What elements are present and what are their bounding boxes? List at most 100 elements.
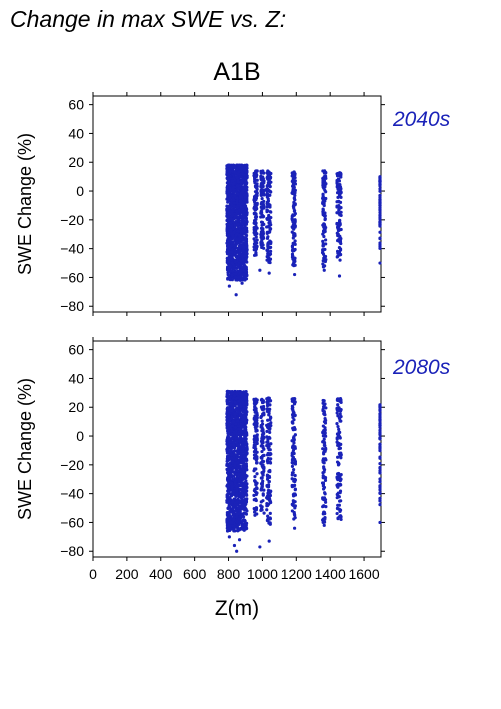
scatter-point xyxy=(240,408,244,412)
scatter-point xyxy=(265,403,270,408)
scatter-point xyxy=(323,478,328,483)
scatter-point xyxy=(243,435,247,439)
scatter-point xyxy=(265,208,269,212)
scatter-point xyxy=(378,491,382,495)
scatter-point xyxy=(291,226,295,230)
scatter-point xyxy=(337,246,342,250)
scatter-point xyxy=(262,407,266,411)
scatter-point xyxy=(244,492,248,496)
scatter-point xyxy=(260,505,264,509)
scatter-point xyxy=(266,458,270,462)
scatter-point xyxy=(293,272,297,277)
scatter-point xyxy=(241,212,245,216)
scatter-point xyxy=(243,201,247,205)
y-axis: −80 −60 −40 −20 0 20 40 60 xyxy=(60,97,385,314)
scatter-point xyxy=(229,228,233,232)
scatter-point xyxy=(242,186,246,190)
scatter-point xyxy=(240,483,244,488)
scatter-point xyxy=(378,497,382,501)
scatter-point xyxy=(378,184,382,188)
scatter-point xyxy=(322,443,326,447)
scatter-point xyxy=(261,473,265,477)
scatter-point xyxy=(324,176,328,180)
scatter-point xyxy=(242,214,246,219)
scatter-point xyxy=(254,429,258,433)
scatter-point xyxy=(239,402,243,407)
scatter-point xyxy=(259,243,263,247)
scatter-point xyxy=(260,200,264,205)
scatter-point xyxy=(322,227,327,231)
scatter-point xyxy=(378,244,382,249)
scatter-point xyxy=(268,522,272,526)
scatter-point xyxy=(336,443,340,447)
scatter-point xyxy=(322,234,326,239)
scatter-point xyxy=(321,259,325,263)
x-tick-label: 600 xyxy=(183,566,207,582)
scatter-point xyxy=(321,176,325,181)
scatter-point xyxy=(238,487,242,491)
scatter-point xyxy=(337,274,342,278)
scatter-point xyxy=(226,272,230,277)
scatter-point xyxy=(336,226,340,230)
scatter-point xyxy=(239,422,243,427)
scatter-point xyxy=(239,428,243,432)
scatter-point xyxy=(230,203,234,207)
x-tick-label: 800 xyxy=(217,566,241,582)
scatter-points xyxy=(225,389,382,553)
scatter-point xyxy=(225,252,230,256)
scatter-point xyxy=(336,171,340,176)
scatter-point xyxy=(339,442,343,446)
scatter-point xyxy=(259,508,263,512)
scatter-point xyxy=(243,195,248,199)
scatter-point xyxy=(293,220,297,224)
scatter-point xyxy=(265,184,269,188)
scatter-point xyxy=(322,268,326,272)
scatter-point xyxy=(231,466,235,470)
scatter-point xyxy=(336,455,340,459)
scatter-point xyxy=(255,461,259,465)
scatter-point xyxy=(253,513,257,517)
scatter-point xyxy=(232,420,236,424)
scatter-point xyxy=(240,466,244,471)
scatter-point xyxy=(324,242,328,246)
scatter-point xyxy=(241,512,245,516)
y-axis-label: SWE Change (%) xyxy=(15,378,35,520)
scatter-point xyxy=(245,448,249,452)
scatter-point xyxy=(320,481,325,485)
scatter-point xyxy=(339,172,343,176)
scatter-point xyxy=(321,194,325,198)
scatter-point xyxy=(335,476,339,481)
scatter-point xyxy=(235,450,240,454)
scatter-point xyxy=(322,465,326,469)
scatter-point xyxy=(227,233,231,238)
scatter-point xyxy=(252,498,256,502)
scatter-point xyxy=(266,243,270,247)
scatter-point xyxy=(267,271,271,275)
scatter-point xyxy=(239,180,243,184)
scatter-point xyxy=(335,460,340,464)
scatter-point xyxy=(232,177,237,181)
scatter-point xyxy=(338,409,343,413)
scatter-point xyxy=(266,422,271,426)
scatter-point xyxy=(254,447,258,451)
scatter-point xyxy=(293,500,297,504)
scatter-point xyxy=(291,408,295,412)
scatter-point xyxy=(233,412,237,416)
scatter-point xyxy=(234,220,238,224)
scatter-point xyxy=(261,479,265,483)
scatter-point xyxy=(378,198,382,202)
scatter-point xyxy=(227,284,231,288)
scatter-point xyxy=(321,487,326,491)
scatter-point xyxy=(236,218,240,223)
scatter-point xyxy=(293,516,297,520)
scatter-point xyxy=(254,212,258,216)
y-tick-label: 40 xyxy=(68,370,84,386)
scatter-point xyxy=(254,204,258,208)
scatter-point xyxy=(267,213,271,218)
scatter-point xyxy=(241,460,246,464)
scatter-point xyxy=(336,239,340,243)
scatter-point xyxy=(335,231,339,235)
scatter-point xyxy=(290,420,294,425)
scatter-point xyxy=(323,426,327,430)
scatter-point xyxy=(242,469,246,473)
